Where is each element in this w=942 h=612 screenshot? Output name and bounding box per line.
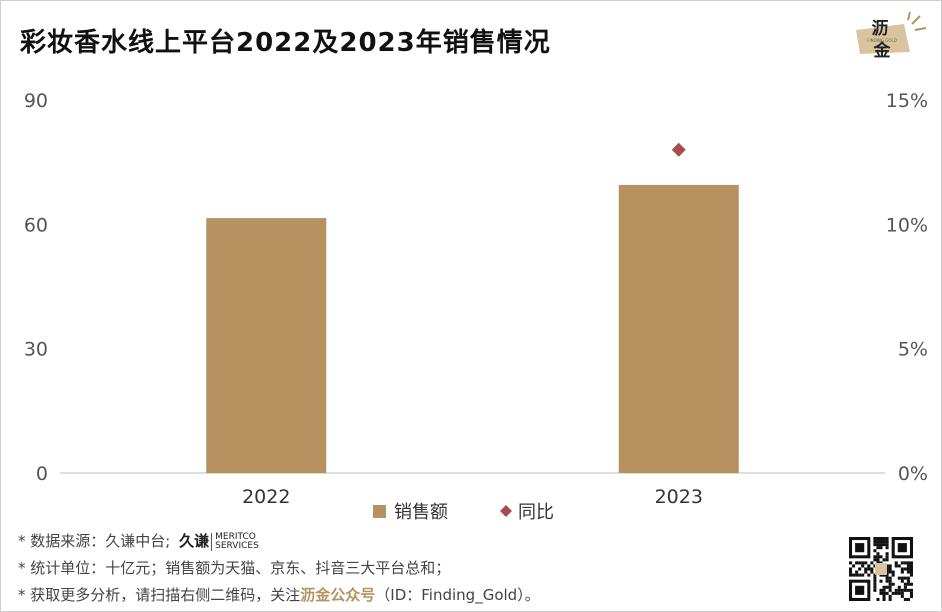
footnote-follow-post: （ID：Finding_Gold）。 — [375, 586, 540, 604]
footnote-follow-pre: * 获取更多分析，请扫描右侧二维码，关注 — [18, 586, 301, 604]
footnote-follow: * 获取更多分析，请扫描右侧二维码，关注沥金公众号（ID：Finding_Gol… — [18, 582, 540, 609]
meritco-logo: 久谦 MERITCO SERVICES — [179, 531, 259, 551]
y-left-tick-label: 90 — [24, 90, 48, 112]
footnote-source-text: * 数据来源：久谦中台; — [18, 532, 171, 550]
meritco-logo-en-1: MERITCO — [215, 531, 256, 542]
legend-swatch-sales — [373, 505, 386, 518]
logo-char-top: 沥 — [872, 19, 889, 39]
y-left-tick-label: 0 — [36, 463, 48, 485]
y-right-tick-label: 0% — [898, 463, 928, 485]
qr-code[interactable] — [849, 537, 913, 601]
footnote-brand: 沥金公众号 — [300, 586, 376, 604]
footnotes: * 数据来源：久谦中台; 久谦 MERITCO SERVICES * 统计单位：十亿… — [18, 528, 540, 609]
bar-2022 — [206, 218, 327, 473]
y-right-tick-label: 5% — [898, 339, 928, 361]
y-left-tick-label: 60 — [24, 214, 48, 236]
finding-gold-logo: 沥 金 FINDING GOLD — [850, 10, 930, 65]
x-tick-label: 2022 — [242, 486, 290, 508]
chart-title: 彩妆香水线上平台2022及2023年销售情况 — [20, 28, 551, 58]
legend-label-sales: 销售额 — [394, 502, 448, 523]
logo-en: FINDING GOLD — [867, 38, 897, 43]
legend-label-yoy: 同比 — [518, 502, 554, 523]
y-left-tick-label: 30 — [24, 339, 48, 361]
meritco-logo-en-2: SERVICES — [215, 540, 259, 551]
yoy-point-2023 — [671, 142, 686, 157]
meritco-logo-cn: 久谦 — [179, 532, 210, 550]
y-right-tick-label: 10% — [886, 214, 928, 236]
legend-swatch-yoy — [500, 505, 512, 517]
footnote-source: * 数据来源：久谦中台; 久谦 MERITCO SERVICES — [18, 528, 540, 555]
footnote-unit: * 统计单位：十亿元；销售额为天猫、京东、抖音三大平台总和； — [18, 559, 451, 577]
bar-2023 — [618, 184, 739, 473]
y-right-tick-label: 15% — [886, 90, 928, 112]
x-tick-label: 2023 — [655, 486, 703, 508]
logo-char-bottom: 金 — [873, 40, 892, 61]
